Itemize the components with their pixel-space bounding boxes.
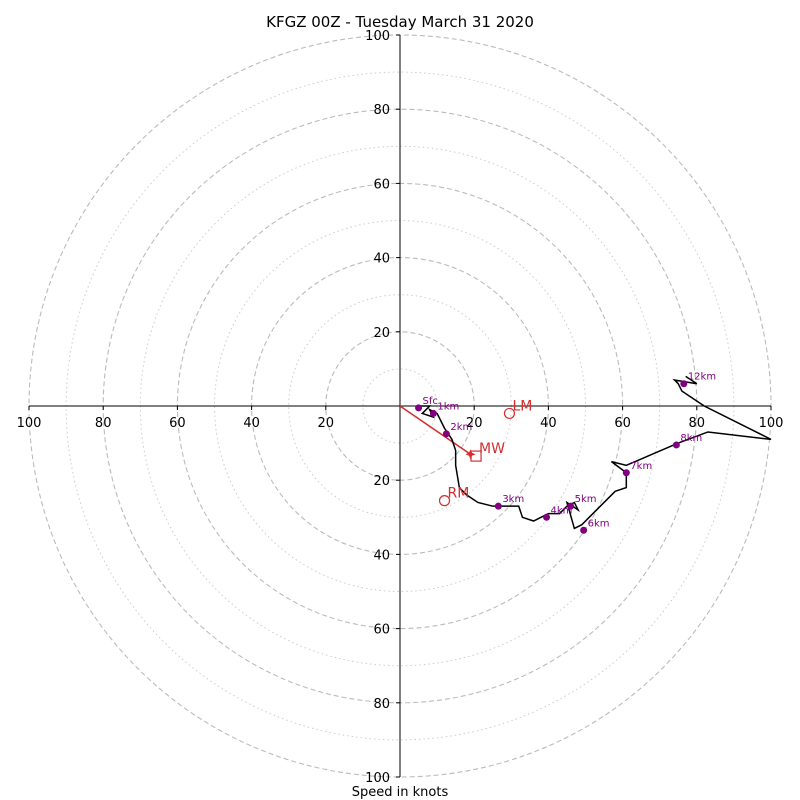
shear-vector-line <box>399 405 471 455</box>
y-tick-label: 60 <box>373 177 390 192</box>
x-axis-label: Speed in knots <box>352 785 449 800</box>
height-marker-label: Sfc <box>423 396 438 407</box>
height-marker-label: 12km <box>688 372 716 383</box>
height-marker-point <box>442 430 450 438</box>
height-marker-point <box>672 441 680 449</box>
y-tick-label: 100 <box>365 771 390 786</box>
height-marker-label: 1km <box>437 401 459 412</box>
y-tick-label: 20 <box>373 326 390 341</box>
x-tick-label: 100 <box>759 416 784 431</box>
y-tick-label: 20 <box>373 474 390 489</box>
storm-motion-label: MW <box>479 441 505 457</box>
x-tick-label: 60 <box>169 416 186 431</box>
y-tick-label: 40 <box>373 548 390 563</box>
chart-title: KFGZ 00Z - Tuesday March 31 2020 <box>266 13 534 31</box>
height-marker-point <box>680 380 688 388</box>
height-marker-point <box>429 409 437 417</box>
y-tick-label: 80 <box>373 697 390 712</box>
height-marker-label: 6km <box>588 518 610 529</box>
x-tick-label: 40 <box>540 416 557 431</box>
x-tick-label: 100 <box>17 416 42 431</box>
tick-labels: 100 80 60 40 20 20 40 60 80 100 100 80 60 40 20 20 40 60 8… <box>17 29 784 786</box>
y-tick-label: 80 <box>373 103 390 118</box>
x-tick-label: 60 <box>614 416 631 431</box>
storm-motion-markers: LM MW RM <box>438 398 532 507</box>
x-tick-label: 40 <box>243 416 260 431</box>
height-marker-point <box>622 469 630 477</box>
x-tick-label: 80 <box>95 416 112 431</box>
height-marker-label: 7km <box>630 461 652 472</box>
height-marker-point <box>494 502 502 510</box>
height-marker-label: 2km <box>450 422 472 433</box>
height-marker-point <box>580 526 588 534</box>
height-marker-point <box>415 404 423 412</box>
height-marker-point <box>543 513 551 521</box>
storm-motion-label: LM <box>512 398 532 414</box>
y-tick-label: 100 <box>365 29 390 44</box>
x-tick-label: 80 <box>689 416 706 431</box>
storm-motion-label: RM <box>448 486 470 502</box>
height-marker-label: 3km <box>502 494 524 505</box>
height-marker-label: 5km <box>575 494 597 505</box>
x-tick-label: 20 <box>318 416 335 431</box>
y-tick-label: 60 <box>373 623 390 638</box>
storm-motion-marker <box>470 450 482 462</box>
height-marker-label: 4km <box>551 505 573 516</box>
x-tick-label: 20 <box>466 416 483 431</box>
height-marker-label: 8km <box>680 433 702 444</box>
y-tick-label: 40 <box>373 252 390 267</box>
storm-motion-marker <box>503 407 516 420</box>
storm-motion-marker <box>438 495 451 507</box>
height-marker-point <box>567 502 575 510</box>
